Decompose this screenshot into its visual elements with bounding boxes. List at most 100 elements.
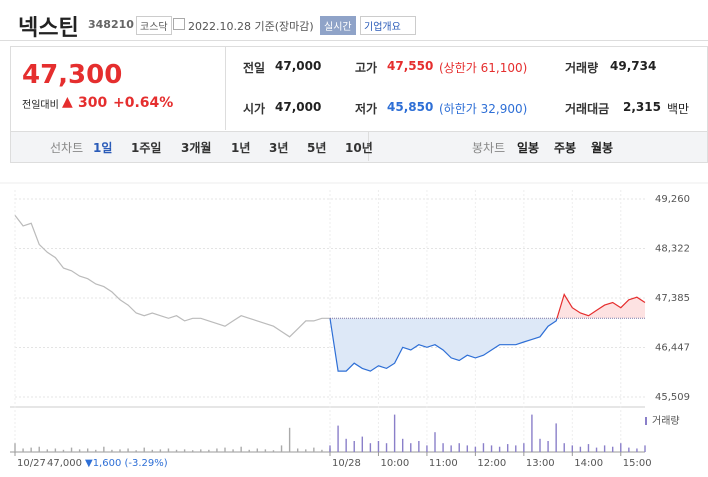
volume-bar: [296, 448, 299, 452]
quote-value: 2,315: [623, 100, 661, 114]
realtime-button[interactable]: 실시간: [320, 16, 356, 35]
volume-bar: [135, 450, 137, 452]
volume-bar: [280, 445, 283, 452]
x-tick-label: 13:00: [526, 458, 555, 469]
volume-bar: [119, 449, 121, 452]
y-tick-label: 47,385: [655, 293, 690, 304]
volume-bar: [264, 449, 267, 452]
volume-bar: [14, 443, 16, 452]
volume-bar: [353, 441, 355, 452]
overview-dropdown[interactable]: 기업개요: [360, 16, 416, 35]
quote-label: 시가: [243, 102, 266, 116]
volume-bar: [611, 446, 614, 452]
volume-bar: [490, 445, 493, 452]
volume-bar: [127, 448, 129, 452]
candle-tab[interactable]: 월봉: [591, 141, 614, 155]
volume-label: 거래량: [652, 415, 680, 427]
volume-bar: [103, 446, 105, 452]
line-chart-label: 선차트: [50, 141, 84, 155]
y-tick-label: 48,322: [655, 244, 690, 255]
quote-note: (하한가 32,900): [439, 102, 528, 116]
change: 300: [78, 95, 108, 111]
x-tick-label: 15:00: [623, 458, 652, 469]
volume-bar: [54, 448, 57, 452]
volume-bar: [22, 448, 24, 452]
volume-bar: [571, 445, 574, 452]
volume-bar: [410, 443, 412, 452]
quote-label: 저가: [355, 102, 378, 116]
volume-bar: [175, 449, 178, 452]
volume-bar: [30, 447, 32, 452]
volume-bar: [337, 425, 339, 452]
volume-legend: [645, 417, 647, 425]
volume-bar: [426, 445, 428, 452]
volume-bar: [248, 449, 250, 452]
x-tick-label: 10/27: [17, 458, 46, 469]
volume-bar: [46, 449, 49, 452]
volume-bar: [442, 443, 444, 452]
volume-bar: [555, 423, 557, 452]
period-tab[interactable]: 1일: [93, 141, 113, 155]
volume-bar: [111, 449, 113, 452]
prev-close: 47,000: [47, 458, 82, 469]
x-tick-label: 11:00: [429, 458, 458, 469]
change-label: 전일대비: [22, 100, 59, 111]
x-tick-label: 10/28: [332, 458, 361, 469]
volume-bar: [143, 447, 145, 452]
period-tab[interactable]: 1년: [231, 141, 251, 155]
volume-bar: [474, 446, 477, 452]
separator: [0, 40, 708, 41]
period-tab[interactable]: 3년: [269, 141, 289, 155]
period-tab[interactable]: 10년: [345, 141, 373, 155]
volume-bar: [167, 448, 170, 452]
volume-bar: [482, 443, 485, 452]
volume-bar: [531, 414, 533, 452]
volume-bar: [418, 441, 420, 452]
quote-label: 거래량: [565, 61, 599, 75]
volume-bar: [38, 446, 40, 452]
period-tab[interactable]: 3개월: [181, 141, 212, 155]
period-tab[interactable]: 5년: [307, 141, 327, 155]
quote-value: 49,734: [610, 59, 657, 73]
x-tick-label: 10:00: [380, 458, 409, 469]
volume-bar: [523, 443, 525, 452]
volume-bar: [628, 447, 630, 452]
volume-bar: [547, 441, 549, 452]
volume-bar: [644, 445, 646, 452]
volume-bar: [345, 438, 347, 452]
volume-bar: [636, 448, 638, 452]
volume-bar: [385, 443, 388, 452]
volume-bar: [434, 432, 436, 452]
candle-tab[interactable]: 주봉: [554, 141, 577, 155]
volume-bar: [329, 445, 331, 452]
candle-tab[interactable]: 일봉: [517, 141, 540, 155]
price-line: [329, 293, 646, 372]
quote-label: 전일: [243, 61, 266, 75]
quote-label: 고가: [355, 61, 378, 75]
volume-bar: [620, 443, 622, 452]
x-tick-label: 12:00: [477, 458, 506, 469]
volume-bar: [151, 449, 154, 452]
change-arrow: ▲: [62, 94, 73, 110]
volume-bar: [183, 449, 186, 452]
candle-chart-label: 봉차트: [472, 141, 506, 155]
change-pct: +0.64%: [113, 95, 174, 111]
tab-bar: [10, 131, 708, 163]
volume-bar: [401, 438, 404, 452]
volume-bar: [313, 447, 315, 452]
volume-bar: [288, 427, 291, 452]
volume-bar: [272, 450, 275, 452]
volume-bar: [208, 449, 210, 452]
volume-bar: [256, 448, 259, 452]
period-tab[interactable]: 1주일: [131, 141, 162, 155]
volume-bar: [321, 449, 323, 452]
volume-bar: [191, 450, 194, 452]
volume-bar: [232, 449, 234, 452]
date: 2022.10.28 기준(장마감): [188, 20, 314, 33]
volume-bar: [466, 445, 469, 452]
quote-unit: 백만: [667, 102, 690, 116]
x-tick-label: 14:00: [574, 458, 603, 469]
volume-bar: [595, 447, 598, 452]
volume-bar: [86, 448, 89, 452]
